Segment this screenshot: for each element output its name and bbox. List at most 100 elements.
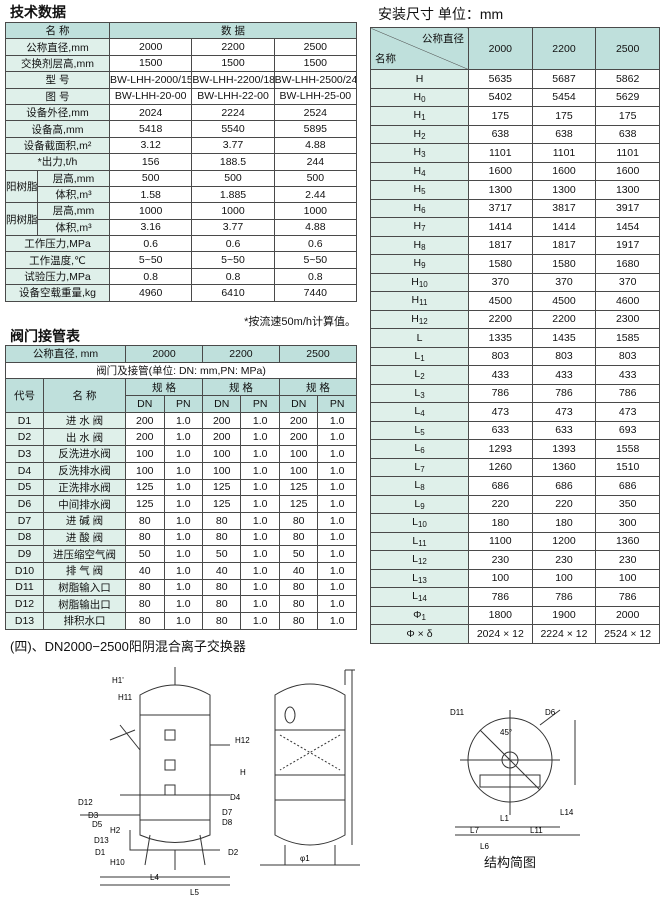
- value-cell: 100: [595, 568, 660, 588]
- name-cell: Φ × δ: [370, 624, 469, 644]
- name-cell: H11: [370, 291, 469, 311]
- value-cell: 7440: [273, 284, 358, 302]
- value-cell: 0.6: [273, 235, 358, 253]
- value-cell: 80: [125, 528, 165, 547]
- value-cell: 80: [201, 595, 242, 613]
- subscript: 10: [418, 279, 428, 289]
- header-cell: 2500: [278, 345, 358, 363]
- name-cell: *出力,t/h: [4, 153, 111, 171]
- subscript: 1: [420, 353, 425, 363]
- value-cell: 3.16: [109, 218, 193, 237]
- symbol: L: [414, 349, 421, 362]
- subscript: 14: [417, 594, 427, 604]
- symbol: L: [412, 516, 418, 529]
- name-cell: 体积,m³: [36, 185, 111, 204]
- value-cell: 1917: [595, 235, 660, 255]
- table-row: 工作压力,MPa 0.6 0.6 0.6: [4, 235, 358, 253]
- value-cell: 50: [278, 545, 319, 563]
- value-cell: 100: [468, 568, 533, 588]
- subscript: 3: [420, 390, 425, 400]
- table-row: H11 4500 4500 4600: [370, 291, 660, 311]
- symbol: L: [414, 442, 421, 455]
- table-row: 阀门及接管(单位: DN: mm,PN: MPa): [5, 361, 357, 380]
- table-row: Φ1 1800 1900 2000: [370, 605, 660, 625]
- value-cell: 100: [201, 461, 242, 480]
- table-row: 阳树脂 层高,mm 500 500 500: [5, 169, 358, 204]
- value-cell: 1.0: [163, 595, 203, 613]
- value-cell: 1300: [468, 180, 533, 200]
- table-row: H3 1101 1101 1101: [370, 143, 660, 163]
- header-cell: 2200: [201, 345, 280, 363]
- name-cell: 正洗排水阀: [42, 478, 127, 497]
- name-cell: L5: [370, 420, 469, 440]
- value-cell: 1.0: [163, 428, 203, 447]
- subscript: 4: [421, 168, 426, 178]
- table-row: D3 反洗进水阀 100 1.0 100 1.0 100 1.0: [5, 445, 357, 463]
- value-cell: 473: [531, 402, 597, 422]
- table-row: H10 370 370 370: [370, 272, 660, 292]
- value-cell: 1558: [595, 439, 660, 459]
- code-cell: D2: [5, 428, 44, 447]
- name-cell: L1: [370, 346, 469, 366]
- header-cell: 规 格: [278, 378, 358, 397]
- table-row: 公称直径,mm 2000 2200 2500: [4, 38, 358, 56]
- symbol: L: [414, 497, 421, 510]
- table-row: H1 175 175 175: [370, 106, 660, 126]
- value-cell: 1.0: [317, 578, 357, 597]
- value-cell: 1.0: [240, 528, 280, 547]
- header-cell: 名 称: [4, 21, 111, 40]
- drawing-label: H1': [112, 676, 124, 685]
- symbol: L: [414, 423, 421, 436]
- value-cell: 4600: [595, 291, 660, 311]
- header-cell: 数 据: [109, 21, 357, 40]
- name-cell: 树脂输出口: [42, 595, 127, 613]
- code-cell: D10: [5, 561, 44, 580]
- name-cell: L9: [370, 494, 469, 514]
- value-cell: 1360: [531, 457, 597, 477]
- name-cell: H10: [370, 272, 469, 292]
- drawing-label: D5: [92, 820, 103, 829]
- name-cell: H5: [370, 180, 469, 200]
- table-row: H6 3717 3817 3917: [370, 198, 660, 218]
- value-cell: 2000: [109, 38, 193, 56]
- value-cell: 1414: [468, 217, 533, 237]
- value-cell: 125: [201, 495, 242, 513]
- table-row: D2 出 水 阀 200 1.0 200 1.0 200 1.0: [5, 428, 357, 447]
- name-cell: L7: [370, 457, 469, 477]
- value-cell: 3.12: [109, 136, 193, 155]
- symbol: H: [413, 257, 422, 270]
- value-cell: 5454: [531, 87, 597, 107]
- code-cell: D1: [5, 411, 44, 430]
- value-cell: 1200: [531, 531, 597, 551]
- value-cell: 125: [125, 495, 165, 513]
- value-cell: 100: [531, 568, 597, 588]
- value-cell: 1.0: [163, 411, 203, 430]
- table-row: L5 633 633 693: [370, 420, 660, 440]
- value-cell: 2024 × 12: [468, 624, 533, 644]
- table-row: L8 686 686 686: [370, 476, 660, 496]
- name-cell: 反洗排水阀: [42, 461, 127, 480]
- value-cell: 5540: [191, 120, 275, 138]
- value-cell: 180: [531, 513, 597, 533]
- drawing-label: L14: [560, 808, 574, 817]
- value-cell: 80: [201, 511, 242, 530]
- value-cell: 350: [595, 494, 660, 514]
- name-cell: L6: [370, 439, 469, 459]
- value-cell: 1510: [595, 457, 660, 477]
- drawing-title: (四)、DN2000−2500阳阴混合离子交换器: [10, 639, 246, 654]
- name-cell: Φ1: [370, 605, 469, 625]
- value-cell: 1.0: [317, 445, 357, 463]
- subscript: 5: [421, 187, 426, 197]
- name-cell: H7: [370, 217, 469, 237]
- table-row: D1 进 水 阀 200 1.0 200 1.0 200 1.0: [5, 411, 357, 430]
- value-cell: 1.0: [240, 595, 280, 613]
- value-cell: 1.0: [317, 411, 357, 430]
- subscript: 6: [420, 446, 425, 456]
- name-cell: L8: [370, 476, 469, 496]
- corner-cell: 公称直径 名称: [370, 27, 469, 70]
- value-cell: 100: [278, 445, 319, 463]
- tech-table: 名 称数 据公称直径,mm 2000 2200 2500 交换剂层高,mm 1500 150…: [4, 21, 358, 302]
- value-cell: 5862: [595, 69, 660, 89]
- table-row: D8 进 酸 阀 80 1.0 80 1.0 80 1.0: [5, 528, 357, 547]
